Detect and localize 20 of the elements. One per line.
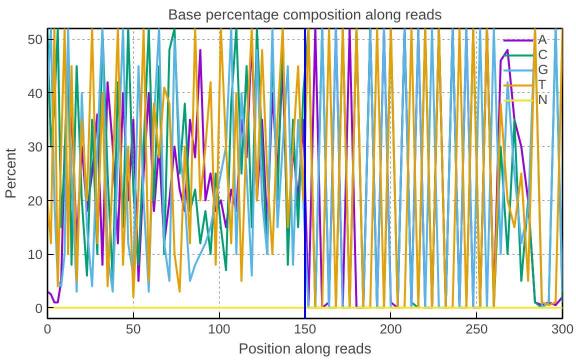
y-tick-label: 10 (28, 247, 43, 262)
x-axis-title: Position along reads (238, 342, 372, 358)
y-tick-label: 0 (35, 300, 43, 316)
x-tick-label: 50 (126, 322, 141, 336)
x-tick-label: 300 (551, 322, 574, 336)
x-tick-label: 250 (466, 322, 488, 336)
x-tick-label: 150 (294, 322, 316, 336)
y-axis-title: Percent (4, 148, 20, 199)
legend-label: N (538, 92, 549, 107)
legend-label: A (538, 32, 548, 47)
y-tick-label: 30 (28, 140, 43, 155)
legend-label: G (538, 62, 550, 77)
y-tick-label: 40 (28, 86, 43, 101)
legend-label: T (538, 77, 548, 92)
x-tick-label: 200 (380, 322, 402, 336)
y-tick-label: 20 (28, 193, 43, 208)
x-tick-label: 100 (208, 322, 230, 336)
chart-title: Base percentage composition along reads (168, 8, 442, 24)
legend-label: C (538, 47, 549, 62)
y-tick-label: 50 (28, 32, 43, 48)
